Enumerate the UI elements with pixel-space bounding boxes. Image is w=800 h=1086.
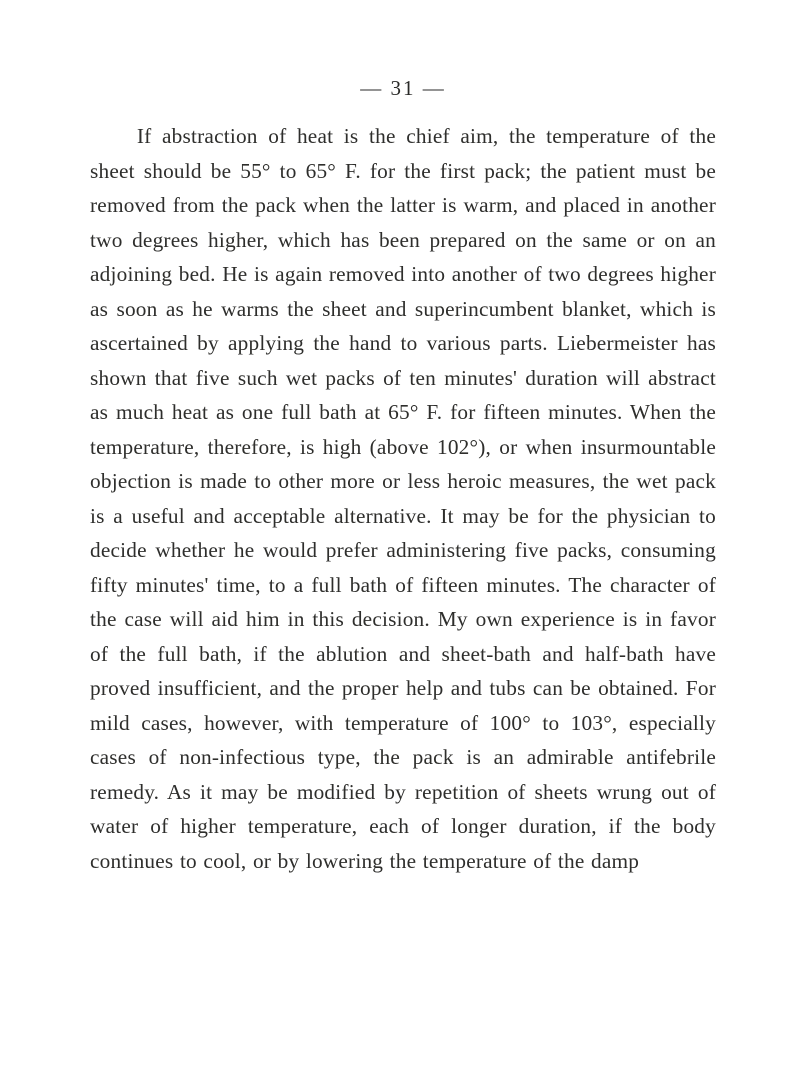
body-paragraph: If abstraction of heat is the chief aim,…	[90, 119, 716, 878]
page-number: — 31 —	[90, 76, 716, 101]
page-container: — 31 — If abstraction of heat is the chi…	[0, 0, 800, 1086]
